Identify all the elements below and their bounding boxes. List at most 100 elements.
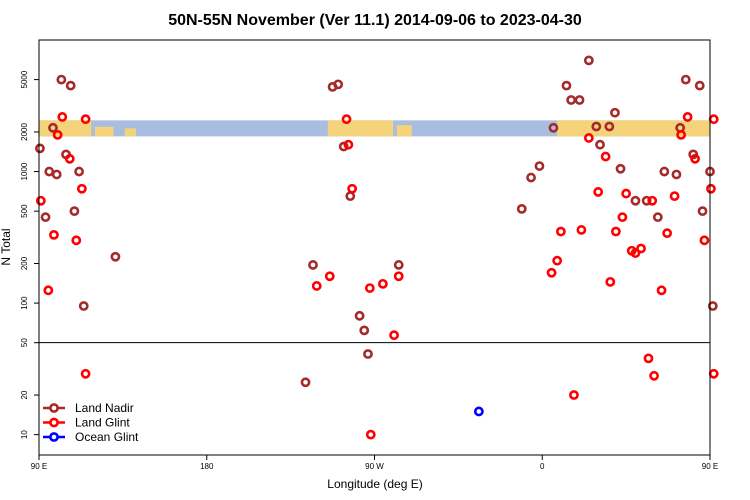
- land-glint-point: [555, 226, 566, 237]
- land-glint-point: [669, 191, 680, 202]
- land-nadir-point: [615, 163, 626, 174]
- land-nadir-point: [566, 95, 577, 105]
- land-band-segment: [327, 120, 394, 137]
- land-nadir-point: [526, 172, 536, 183]
- land-nadir-point: [680, 74, 691, 85]
- y-tick-label: 5000: [20, 70, 29, 88]
- land-mask-band: [39, 120, 710, 137]
- land-nadir-point: [548, 122, 559, 133]
- land-glint-point: [593, 187, 604, 197]
- y-tick-label: 2000: [20, 122, 29, 140]
- land-nadir-point: [35, 143, 45, 154]
- land-nadir-point: [363, 349, 373, 359]
- land-glint-point: [71, 235, 82, 246]
- legend-label-ocean-glint: Ocean Glint: [75, 430, 139, 444]
- land-nadir-point: [516, 203, 527, 214]
- land-nadir-point: [338, 141, 349, 152]
- land-nadir-point: [65, 80, 76, 91]
- land-nadir-point: [604, 121, 615, 132]
- y-tick-label: 20: [20, 390, 29, 399]
- land-glint-point: [76, 183, 87, 194]
- land-glint-point: [617, 212, 628, 223]
- land-glint-point: [636, 243, 646, 254]
- land-nadir-point: [44, 166, 55, 177]
- land-glint-point: [708, 114, 719, 125]
- land-band-segment: [94, 126, 114, 137]
- land-glint-point: [43, 285, 54, 296]
- land-glint-point: [347, 183, 358, 194]
- land-glint-point: [546, 267, 557, 278]
- land-nadir-point: [630, 195, 641, 206]
- x-tick-label: 0: [540, 462, 545, 471]
- plot-frame: [38, 39, 711, 456]
- land-glint-point: [708, 368, 719, 379]
- land-nadir-point: [51, 169, 62, 180]
- y-axis: 10 20 50 100 200 500 1000 2000 5000: [20, 70, 39, 439]
- land-band-segment: [124, 128, 136, 137]
- land-glint-point: [80, 114, 91, 125]
- x-tick-label: 90 E: [702, 462, 718, 471]
- x-axis-title: Longitude (deg E): [327, 477, 422, 491]
- land-glint-point: [364, 283, 375, 293]
- land-band-segment: [396, 125, 412, 137]
- land-glint-point: [57, 112, 68, 122]
- land-nadir-point: [707, 301, 718, 311]
- y-tick-label: 50: [20, 338, 29, 347]
- land-band-segment: [557, 120, 710, 137]
- land-nadir-point: [591, 121, 602, 132]
- land-glint-point: [621, 188, 632, 199]
- land-nadir-point: [641, 195, 652, 206]
- land-glint-point: [569, 390, 579, 400]
- ocean-glint-point: [473, 406, 484, 417]
- legend-marker-land-glint: [49, 417, 59, 428]
- land-glint-point: [647, 195, 658, 206]
- land-glint-point: [662, 228, 673, 239]
- land-nadir-point: [659, 166, 670, 177]
- land-glint-point: [365, 429, 376, 440]
- x-axis: 90 E 180 90 W 0 90 E: [31, 455, 718, 471]
- chart-title: 50N-55N November (Ver 11.1) 2014-09-06 t…: [168, 12, 582, 29]
- land-nadir-point: [40, 212, 51, 223]
- land-glint-point: [393, 271, 404, 282]
- land-glint-point: [699, 235, 710, 246]
- land-nadir-point: [652, 212, 663, 223]
- land-glint-point: [600, 151, 611, 162]
- land-nadir-point: [697, 206, 708, 217]
- land-glint-point: [341, 114, 352, 125]
- land-nadir-point: [308, 260, 318, 270]
- land-glint-point: [35, 195, 46, 206]
- land-nadir-point: [48, 122, 58, 133]
- land-glint-point: [552, 255, 563, 266]
- land-glint-point: [52, 129, 63, 140]
- legend-marker-land-nadir: [49, 403, 59, 413]
- land-glint-point: [311, 281, 322, 291]
- y-tick-label: 500: [20, 204, 29, 218]
- land-nadir-point: [694, 80, 705, 91]
- land-glint-point: [49, 229, 59, 240]
- y-tick-label: 10: [20, 430, 29, 439]
- x-tick-label: 180: [200, 462, 214, 471]
- y-tick-label: 200: [20, 256, 29, 270]
- land-glint-point: [64, 153, 75, 164]
- land-glint-point: [389, 330, 399, 341]
- land-glint-point: [324, 271, 335, 282]
- land-glint-point: [610, 226, 621, 237]
- land-glint-point: [80, 368, 91, 379]
- land-glint-point: [676, 129, 687, 140]
- land-nadir-point: [561, 80, 572, 91]
- x-tick-label: 90 W: [365, 462, 384, 471]
- x-tick-label: 90 E: [31, 462, 47, 471]
- land-nadir-point: [610, 107, 620, 118]
- legend-marker-ocean-glint: [49, 432, 59, 442]
- land-nadir-point: [574, 95, 585, 105]
- land-glint-point: [643, 353, 654, 364]
- legend-label-land-glint: Land Glint: [75, 416, 130, 430]
- land-glint-point: [576, 225, 587, 235]
- land-glint-point: [690, 153, 700, 164]
- land-glint-point: [649, 370, 659, 381]
- land-glint-point: [343, 139, 354, 150]
- land-nadir-point: [300, 377, 311, 388]
- land-glint-point: [682, 112, 693, 122]
